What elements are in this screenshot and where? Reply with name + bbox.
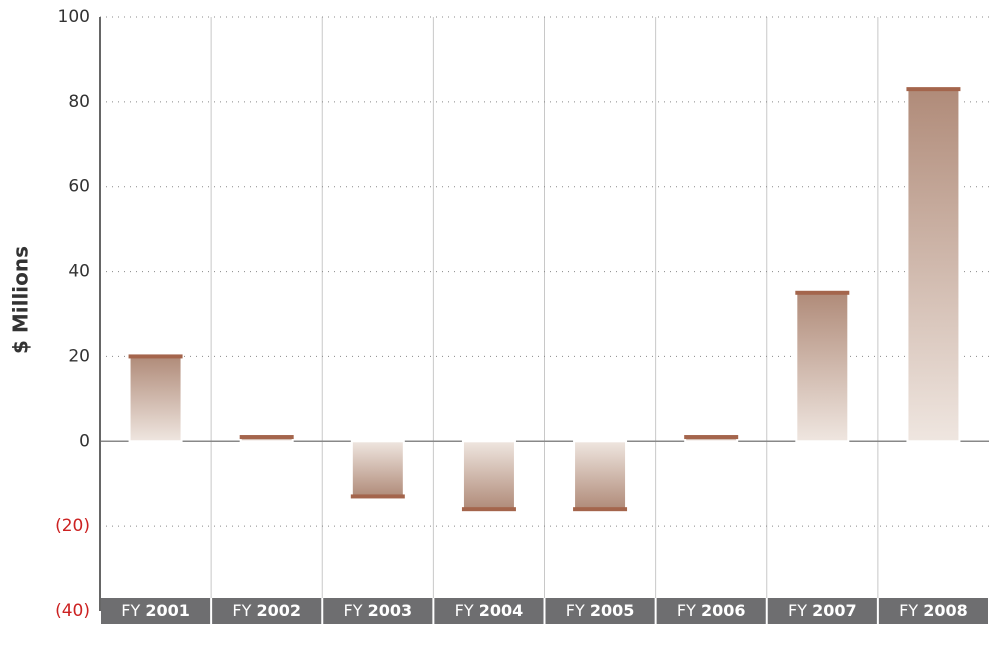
- x-label-box: [323, 598, 433, 624]
- x-tick-label: FY 2005: [566, 601, 635, 620]
- bar-cap: [350, 494, 405, 499]
- x-label-box: [434, 598, 544, 624]
- x-label-box: [767, 598, 877, 624]
- bar: [795, 291, 850, 443]
- x-tick-label: FY 2006: [677, 601, 746, 620]
- bar: [573, 440, 628, 511]
- x-tick-label: FY 2002: [232, 601, 301, 620]
- y-tick-label: 40: [68, 262, 90, 282]
- x-label-box: [878, 598, 988, 624]
- bar: [906, 88, 961, 443]
- x-tick-label: FY 2004: [455, 601, 524, 620]
- x-tick-label: FY 2007: [788, 601, 857, 620]
- y-tick-label: 60: [68, 177, 90, 197]
- y-tick-label: 20: [68, 346, 90, 366]
- x-label-box: [545, 598, 655, 624]
- y-tick-label: 0: [79, 431, 90, 451]
- bar-cap: [906, 87, 961, 92]
- x-tick-label: FY 2001: [121, 601, 190, 620]
- bar-cap: [239, 435, 294, 440]
- bar-cap: [684, 435, 739, 440]
- y-tick-label: 100: [58, 7, 90, 27]
- y-tick-label: (40): [55, 601, 90, 621]
- y-tick-label: (20): [55, 516, 90, 536]
- bar-cap: [573, 507, 628, 512]
- y-tick-label: 80: [68, 92, 90, 112]
- x-label-box: [101, 598, 211, 624]
- y-axis-label: $ Millions: [9, 246, 33, 354]
- x-label-box: [212, 598, 322, 624]
- bar-cap: [128, 354, 183, 359]
- bar: [461, 440, 516, 511]
- bar: [350, 440, 405, 498]
- x-tick-label: FY 2008: [899, 601, 968, 620]
- x-tick-label: FY 2003: [344, 601, 413, 620]
- bar-cap: [795, 290, 850, 295]
- bar: [128, 355, 183, 443]
- x-label-box: [656, 598, 766, 624]
- bar-cap: [461, 507, 516, 512]
